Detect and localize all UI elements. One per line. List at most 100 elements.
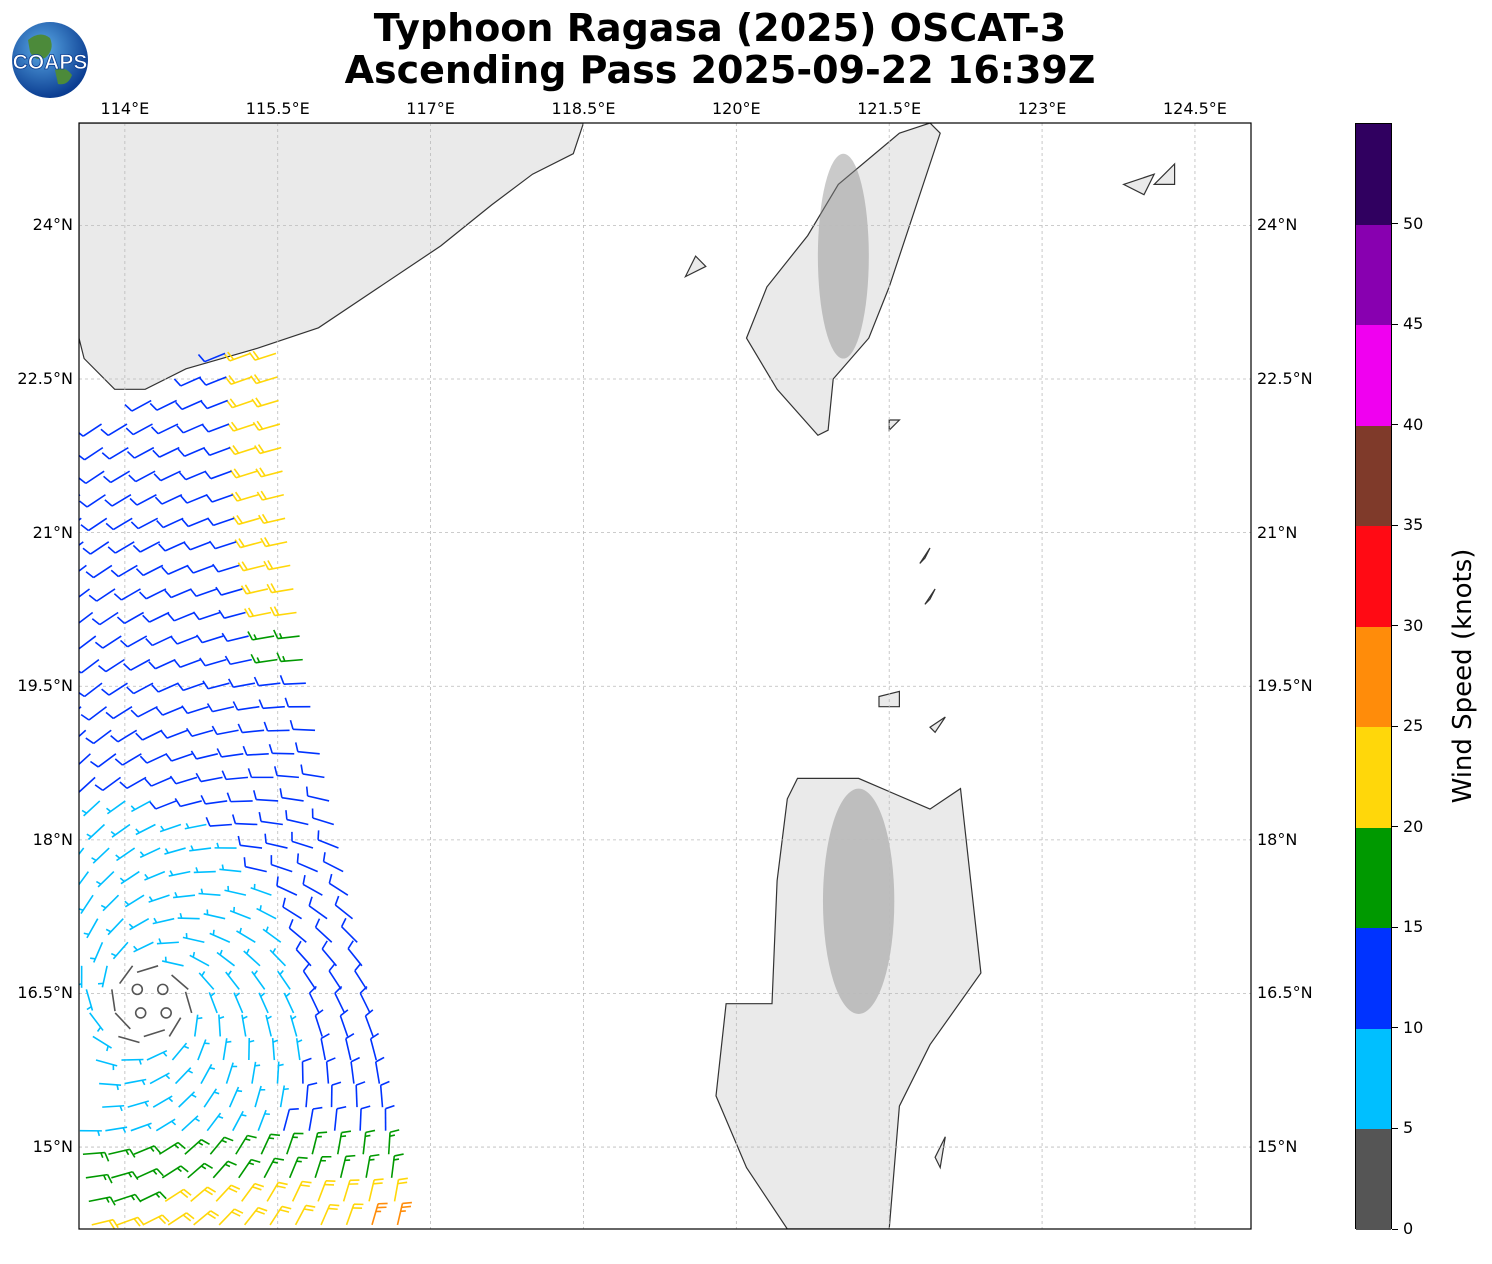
wind-barb — [276, 652, 303, 663]
wind-barb — [305, 1082, 318, 1108]
wind-barb — [107, 541, 135, 554]
colorbar-tick — [1392, 223, 1398, 225]
wind-barb — [149, 800, 177, 810]
wind-barb — [148, 894, 170, 903]
wind-barb — [89, 753, 117, 768]
wind-barb — [136, 1168, 164, 1179]
wind-barb — [95, 871, 115, 888]
wind-barb — [152, 446, 180, 458]
wind-barb — [184, 1138, 210, 1155]
wind-barb — [339, 1009, 349, 1037]
landmass-luzon — [715, 777, 982, 1229]
wind-barb — [160, 729, 188, 739]
colorbar-tick-label: 50 — [1403, 213, 1424, 233]
wind-barb — [155, 705, 184, 716]
wind-barb — [263, 721, 290, 732]
wind-barb — [311, 808, 335, 826]
wind-barb — [314, 918, 333, 943]
wind-barb — [149, 1072, 171, 1085]
wind-barb — [145, 635, 173, 647]
wind-barb — [269, 606, 297, 617]
wind-barb — [171, 974, 189, 990]
colorbar-tick-label: 10 — [1403, 1017, 1424, 1037]
wind-barb — [201, 423, 230, 433]
wind-barb — [189, 845, 212, 852]
wind-barb — [215, 586, 243, 596]
wind-barb — [221, 770, 249, 781]
wind-barb — [161, 1165, 189, 1179]
wind-barb — [212, 1160, 237, 1179]
wind-barb — [128, 918, 150, 931]
wind-barb — [156, 517, 184, 529]
wind-barb — [79, 494, 81, 497]
lon-tick-label: 118.5°E — [551, 99, 616, 118]
wind-barb — [80, 706, 107, 721]
lon-tick-label: 117°E — [406, 99, 455, 118]
wind-barb — [178, 1091, 197, 1108]
colorbar-tick-label: 45 — [1403, 314, 1424, 334]
wind-barb — [276, 1061, 284, 1084]
wind-barb — [218, 609, 246, 619]
wind-barb — [184, 991, 193, 1014]
colorbar-tick — [1392, 926, 1398, 928]
wind-barb — [236, 927, 256, 943]
wind-barb — [224, 374, 253, 386]
wind-barb — [247, 631, 275, 641]
wind-barb — [79, 611, 94, 624]
wind-barb — [177, 446, 206, 457]
wind-barb — [241, 1014, 248, 1037]
wind-barb — [289, 1015, 298, 1037]
lat-tick-label-left: 24°N — [32, 215, 73, 235]
colorbar-tick-label: 15 — [1403, 917, 1424, 937]
wind-barb — [379, 1080, 390, 1108]
wind-barb — [305, 786, 330, 802]
wind-barb — [88, 1196, 116, 1206]
wind-barb — [126, 446, 155, 459]
wind-barb — [387, 1129, 400, 1155]
wind-barb — [317, 1179, 336, 1202]
wind-barb — [295, 1038, 303, 1061]
wind-barb — [244, 607, 272, 618]
wind-barb — [142, 611, 170, 623]
wind-barb — [227, 678, 256, 688]
wind-barb — [218, 1208, 244, 1226]
wind-barb — [330, 1081, 342, 1108]
lat-tick-label-right: 15°N — [1257, 1137, 1298, 1157]
wind-barb — [185, 727, 214, 737]
wind-barb — [257, 1109, 270, 1131]
wind-barb — [127, 1100, 150, 1108]
wind-barb — [396, 1201, 412, 1226]
wind-barb — [232, 701, 260, 711]
wind-barb — [282, 897, 303, 920]
wind-barb — [158, 1141, 186, 1155]
wind-barb — [256, 490, 284, 501]
colorbar-tick — [1392, 826, 1398, 828]
wind-barb — [308, 1106, 323, 1131]
wind-barb — [203, 446, 231, 457]
wind-barb — [161, 564, 189, 575]
wind-barb — [369, 1032, 380, 1061]
wind-barb — [85, 564, 113, 579]
colorbar-tick — [1392, 424, 1398, 426]
wind-barb — [134, 1007, 147, 1019]
wind-barb — [104, 494, 132, 507]
wind-barb — [170, 635, 198, 645]
wind-barb — [142, 1214, 170, 1226]
wind-barb — [282, 1108, 299, 1131]
wind-barb — [273, 629, 300, 640]
wind-barb — [228, 1086, 243, 1108]
wind-barb — [345, 1203, 364, 1226]
wind-barb — [235, 1134, 257, 1155]
wind-barb — [320, 1203, 340, 1226]
colorbar-bin — [1356, 928, 1391, 1029]
lat-tick-label-right: 22.5°N — [1257, 369, 1313, 389]
wind-barb — [135, 564, 164, 577]
wind-barb — [224, 885, 247, 896]
wind-barb — [184, 822, 207, 830]
wind-barb — [247, 768, 274, 779]
wind-barb — [116, 1216, 145, 1227]
wind-barb — [198, 970, 215, 990]
lon-tick-label: 115.5°E — [245, 99, 310, 118]
wind-barb — [209, 929, 231, 943]
wind-barb — [119, 870, 140, 885]
